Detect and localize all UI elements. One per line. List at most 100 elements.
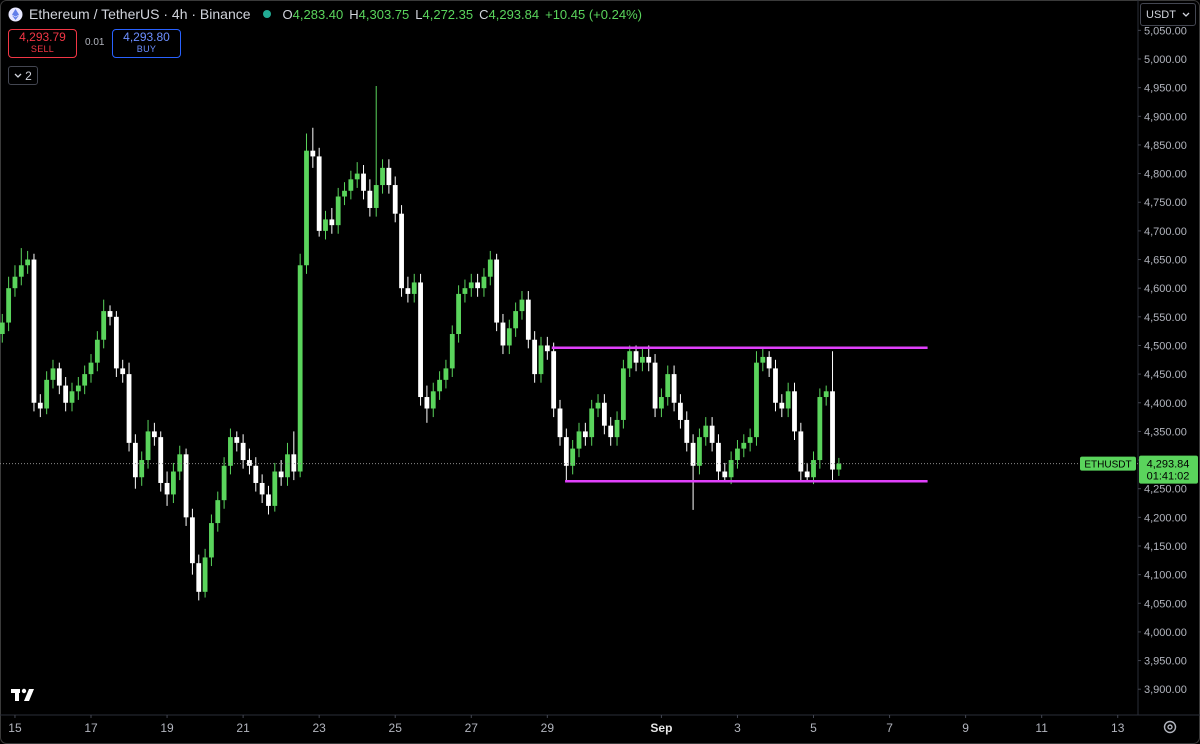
candle-body (430, 391, 436, 409)
candle-body (329, 219, 335, 226)
candle-body (88, 362, 94, 375)
candle-body (627, 351, 633, 369)
ohlc-value: 4,283.40 (292, 6, 344, 22)
x-tick-label: 13 (1111, 721, 1125, 735)
candle-body (354, 173, 360, 180)
y-tick-label: 5,000.00 (1144, 54, 1187, 66)
candle-body (12, 276, 18, 289)
candle-body (386, 167, 392, 186)
candle-body (145, 431, 151, 461)
indicators-toggle[interactable]: 2 (8, 66, 38, 85)
candle-body (18, 265, 24, 277)
x-tick-label: 29 (541, 721, 555, 735)
symbol-header: Ethereum / TetherUS · 4h · Binance O 4,28… (8, 6, 648, 22)
tradingview-logo (11, 688, 34, 701)
currency-select[interactable]: USDT (1140, 3, 1196, 26)
candle-body (25, 259, 31, 266)
x-tick-label: 15 (8, 721, 22, 735)
candle-body (291, 454, 297, 472)
candle-body (532, 339, 538, 375)
candle-body (595, 402, 601, 409)
candle-body (709, 425, 715, 443)
candle-body (424, 397, 430, 409)
candle-body (576, 431, 582, 449)
candle-body (836, 463, 842, 470)
y-tick-label: 3,950.00 (1144, 656, 1187, 668)
y-tick-label: 4,750.00 (1144, 197, 1187, 209)
candle-body (266, 494, 271, 506)
y-tick-label: 4,600.00 (1144, 283, 1187, 295)
x-tick-label: 25 (389, 721, 403, 735)
candle-body (411, 282, 417, 294)
y-tick-label: 3,900.00 (1144, 684, 1187, 696)
candle-body (56, 368, 62, 386)
candle-body (215, 500, 221, 524)
candle-body (766, 356, 772, 369)
y-tick-label: 4,850.00 (1144, 140, 1187, 152)
candle-body (646, 356, 652, 363)
candle-body (792, 391, 797, 432)
candle-body (221, 465, 227, 501)
candle-body (278, 471, 284, 478)
candle-body (823, 391, 829, 398)
candle-body (716, 442, 721, 472)
price-change: +10.45 (+0.24%) (545, 6, 642, 22)
candle-body (513, 311, 519, 329)
ohlc-value: 4,272.35 (422, 6, 474, 22)
candle-body (582, 431, 588, 438)
price-badge (1139, 455, 1198, 484)
candle-body (183, 454, 189, 518)
y-tick-label: 4,200.00 (1144, 512, 1187, 524)
x-tick-label: 19 (160, 721, 174, 735)
candle-body (63, 385, 69, 403)
symbol-icon (8, 7, 23, 21)
candle-body (494, 259, 500, 323)
candle-body (361, 173, 366, 191)
sell-button[interactable]: 4,293.79 SELL (8, 29, 77, 58)
candle-body (608, 425, 614, 438)
x-tick-label: 11 (1035, 721, 1048, 735)
symbol-title[interactable]: Ethereum / TetherUS · 4h · Binance (29, 6, 251, 22)
candle-body (107, 311, 113, 317)
y-tick-label: 4,800.00 (1144, 169, 1187, 181)
x-tick-label: 27 (465, 721, 479, 735)
candle-body (519, 299, 525, 312)
candle-body (665, 374, 671, 398)
ohlc-value: 4,303.75 (358, 6, 410, 22)
candle-body (94, 339, 100, 363)
y-tick-label: 4,900.00 (1144, 111, 1187, 123)
settings-icon[interactable] (1163, 720, 1177, 734)
currency-label: USDT (1146, 8, 1176, 21)
candle-body (525, 299, 531, 340)
candle-body (557, 408, 563, 438)
candle-body (418, 282, 423, 398)
candle-body (253, 465, 259, 483)
candle-body (589, 408, 595, 438)
y-tick-label: 4,400.00 (1144, 398, 1187, 410)
market-status (262, 10, 271, 18)
candle-body (659, 397, 664, 409)
candle-body (272, 471, 278, 506)
candle-body (551, 351, 557, 409)
candle-body (297, 265, 303, 472)
candle-body (779, 402, 785, 409)
chevron (1182, 12, 1190, 17)
candle-body (405, 288, 411, 294)
buy-button[interactable]: 4,293.80 BUY (112, 29, 181, 58)
candle-body (392, 185, 398, 214)
plot-area (0, 85, 1138, 601)
y-tick-label: 4,350.00 (1144, 426, 1187, 438)
x-tick-label: 3 (734, 721, 741, 735)
candle-body (259, 482, 265, 495)
candle-body (620, 368, 626, 420)
candle-body (563, 437, 569, 466)
x-tick-label: 23 (312, 721, 326, 735)
x-tick-label: 5 (810, 721, 817, 735)
candle-body (113, 316, 119, 369)
candle-body (449, 334, 455, 369)
candle-body (31, 259, 37, 403)
candle-body (804, 471, 810, 478)
x-tick-label: 21 (236, 721, 250, 735)
